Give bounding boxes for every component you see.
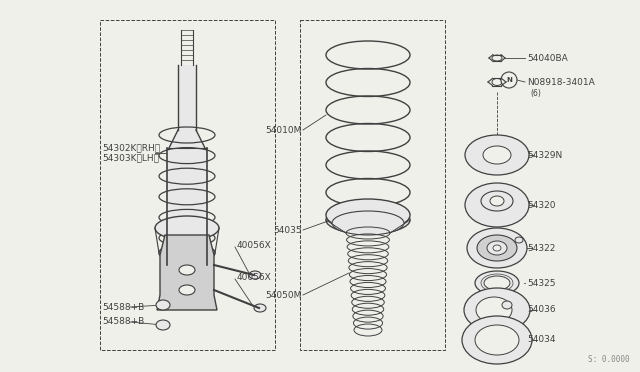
Ellipse shape bbox=[475, 325, 519, 355]
Text: 54329N: 54329N bbox=[527, 151, 563, 160]
Text: 40056X: 40056X bbox=[237, 273, 272, 282]
Bar bbox=[100, 20, 275, 350]
Text: 54035: 54035 bbox=[273, 225, 302, 234]
Bar bbox=[167, 148, 207, 265]
Ellipse shape bbox=[515, 237, 523, 243]
Ellipse shape bbox=[492, 55, 502, 61]
Ellipse shape bbox=[476, 297, 512, 323]
Text: 40056X: 40056X bbox=[237, 241, 272, 250]
Ellipse shape bbox=[492, 78, 502, 86]
Ellipse shape bbox=[179, 285, 195, 295]
Ellipse shape bbox=[487, 241, 507, 255]
Ellipse shape bbox=[332, 211, 404, 235]
Polygon shape bbox=[157, 235, 217, 310]
Text: 54034: 54034 bbox=[527, 336, 556, 344]
Text: 54588+B: 54588+B bbox=[102, 317, 144, 327]
Ellipse shape bbox=[326, 199, 410, 231]
Text: 54010M: 54010M bbox=[266, 125, 302, 135]
Ellipse shape bbox=[464, 288, 530, 332]
Text: 54588+B: 54588+B bbox=[102, 302, 144, 311]
Text: 54302K〈RH〉: 54302K〈RH〉 bbox=[102, 144, 160, 153]
Bar bbox=[300, 20, 445, 350]
Text: 54040BA: 54040BA bbox=[527, 54, 568, 62]
Ellipse shape bbox=[156, 320, 170, 330]
Ellipse shape bbox=[481, 191, 513, 211]
Text: 54322: 54322 bbox=[527, 244, 556, 253]
Ellipse shape bbox=[475, 271, 519, 295]
Ellipse shape bbox=[490, 196, 504, 206]
Ellipse shape bbox=[155, 216, 219, 240]
Ellipse shape bbox=[462, 316, 532, 364]
Ellipse shape bbox=[179, 265, 195, 275]
Text: 54325: 54325 bbox=[527, 279, 556, 288]
Ellipse shape bbox=[467, 228, 527, 268]
Text: N: N bbox=[506, 77, 512, 83]
Ellipse shape bbox=[249, 271, 261, 279]
Text: (6): (6) bbox=[530, 89, 541, 97]
Ellipse shape bbox=[465, 135, 529, 175]
Ellipse shape bbox=[484, 276, 510, 290]
Text: S: 0.0000: S: 0.0000 bbox=[588, 356, 630, 365]
Text: N08918-3401A: N08918-3401A bbox=[527, 77, 595, 87]
Text: 54036: 54036 bbox=[527, 305, 556, 314]
Ellipse shape bbox=[465, 183, 529, 227]
Ellipse shape bbox=[483, 146, 511, 164]
Ellipse shape bbox=[501, 72, 517, 88]
Ellipse shape bbox=[502, 301, 512, 309]
Polygon shape bbox=[169, 130, 205, 148]
Ellipse shape bbox=[493, 245, 501, 251]
Ellipse shape bbox=[159, 243, 215, 263]
Text: 54050M: 54050M bbox=[266, 291, 302, 299]
Ellipse shape bbox=[477, 235, 517, 261]
Bar bbox=[178, 65, 196, 130]
Ellipse shape bbox=[254, 304, 266, 312]
Ellipse shape bbox=[156, 300, 170, 310]
Text: 54303K〈LH〉: 54303K〈LH〉 bbox=[102, 154, 159, 163]
Text: 54320: 54320 bbox=[527, 201, 556, 209]
